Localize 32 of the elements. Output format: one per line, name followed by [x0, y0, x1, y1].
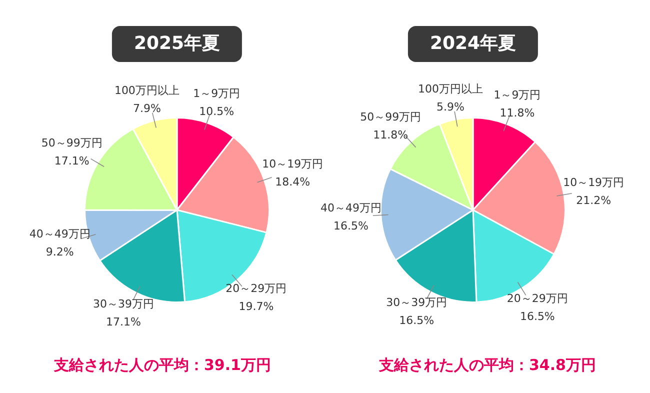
slice-label: 100万円以上: [418, 82, 484, 96]
slice-label: 20～29万円: [226, 282, 287, 295]
slice-label: 40～49万円: [29, 228, 90, 241]
data-label: 17.1%: [106, 316, 141, 329]
chart-title: 2025年夏: [112, 26, 242, 62]
data-label: 17.1%: [54, 154, 90, 168]
slice-label: 1～9万円: [494, 88, 541, 102]
chart-title: 2024年夏: [408, 26, 538, 62]
data-label: 16.5%: [520, 310, 555, 323]
data-label: 9.2%: [46, 246, 74, 259]
slice-label: 30～39万円: [93, 298, 154, 311]
data-label: 16.5%: [399, 314, 434, 328]
data-label: 11.8%: [373, 128, 408, 142]
text: 支給された人の平均：34.8万円: [378, 356, 597, 375]
slice-label: 20～29万円: [506, 292, 568, 305]
slice-label: 30～39万円: [386, 296, 448, 310]
slice-label: 50～99万円: [41, 136, 102, 150]
text: 支給された人の平均：39.1万円: [52, 356, 272, 375]
data-label: 7.9%: [132, 102, 161, 116]
slice-label: 40～49万円: [320, 201, 382, 214]
data-label: 21.2%: [576, 194, 612, 207]
data-label: 11.8%: [500, 106, 535, 120]
data-label: 5.9%: [436, 100, 464, 114]
slice-label: 1～9万円: [193, 86, 240, 100]
data-label: 16.5%: [333, 219, 368, 232]
slice-label: 10～19万円: [262, 158, 324, 171]
slice-label: 100万円以上: [114, 84, 180, 98]
slice-label: 10～19万円: [563, 176, 624, 189]
data-label: 18.4%: [275, 176, 310, 189]
data-label: 19.7%: [238, 300, 274, 313]
data-label: 10.5%: [199, 104, 234, 118]
slice-label: 50～99万円: [360, 110, 422, 124]
